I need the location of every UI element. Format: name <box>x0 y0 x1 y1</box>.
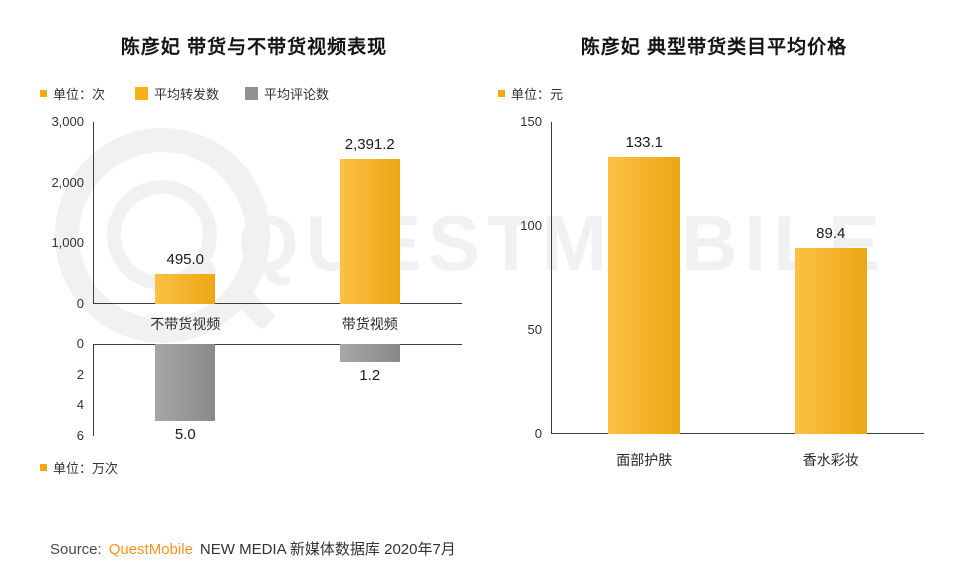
unit-text: 单位：万次 <box>53 461 119 476</box>
legend-item-shares: 平均转发数 <box>135 84 219 103</box>
bar <box>155 344 216 421</box>
category-labels-price: 面部护肤 香水彩妆 <box>551 450 924 470</box>
bar <box>155 274 216 304</box>
axis-tick-label: 50 <box>527 322 542 337</box>
unit-label-bottom: 单位：万次 <box>40 458 118 477</box>
bar <box>339 344 400 362</box>
category-label: 面部护肤 <box>616 452 673 468</box>
source-brand: QuestMobile <box>108 541 193 558</box>
legend: 平均转发数 平均评论数 <box>135 84 329 103</box>
x-axis-baseline <box>551 433 924 434</box>
legend-swatch-gray-icon <box>245 87 259 100</box>
axis-tick-label: 3,000 <box>51 114 84 129</box>
y-axis-line <box>93 344 94 436</box>
y-axis-line <box>551 122 552 434</box>
source-rest: NEW MEDIA 新媒体数据库 2020年7月 <box>199 541 456 558</box>
axis-tick-label: 150 <box>520 114 542 129</box>
source-label: Source: <box>50 541 102 558</box>
category-label: 带货视频 <box>341 316 398 332</box>
axis-tick-label: 2,000 <box>51 174 84 190</box>
bar <box>339 159 400 304</box>
x-axis-baseline <box>93 344 462 345</box>
chart-video-performance: 陈彦妃 带货与不带货视频表现 单位：次 平均转发数 平均评论数 3,000 2,0… <box>38 22 470 498</box>
unit-text: 单位：次 <box>53 87 106 102</box>
legend-label-shares: 平均转发数 <box>154 87 220 102</box>
unit-text: 单位：元 <box>511 87 564 102</box>
legend-label-comments: 平均评论数 <box>264 87 330 102</box>
unit-label-top: 单位：次 <box>40 84 105 103</box>
unit-bullet-icon <box>40 90 47 97</box>
bar-value-label: 495.0 <box>166 251 205 268</box>
chart-category-price: 陈彦妃 典型带货类目平均价格 单位：元 150 100 50 0 133.1 89.4 面… <box>496 22 932 498</box>
bar-value-label: 89.4 <box>816 225 846 242</box>
comments-bar-plot: 0 2 4 6 5.0 1.2 <box>38 336 470 443</box>
category-labels-video: 不带货视频 带货视频 <box>93 314 462 334</box>
axis-tick-label: 100 <box>520 218 542 233</box>
axis-tick-label: 0 <box>76 296 84 311</box>
bar-value-label: 1.2 <box>359 367 381 384</box>
chart-meta-row: 单位：次 平均转发数 平均评论数 <box>40 84 470 103</box>
axis-tick-label: 0 <box>534 426 542 441</box>
bar-value-label: 133.1 <box>625 134 664 151</box>
unit-bullet-icon <box>40 464 47 471</box>
bar <box>794 248 867 434</box>
bar-value-label: 5.0 <box>174 426 196 443</box>
x-axis-baseline <box>93 303 462 304</box>
unit-bullet-icon <box>498 90 505 97</box>
category-label: 香水彩妆 <box>802 452 859 468</box>
legend-swatch-yellow-icon <box>135 87 149 100</box>
y-axis-line <box>93 122 94 304</box>
shares-bar-plot: 3,000 2,000 1,000 0 495.0 2,391.2 <box>38 114 470 311</box>
axis-tick-label: 2 <box>76 366 84 382</box>
legend-item-comments: 平均评论数 <box>245 84 329 103</box>
axis-tick-label: 1,000 <box>51 235 84 251</box>
axis-tick-label: 4 <box>76 397 84 413</box>
unit-label: 单位：元 <box>498 84 563 103</box>
chart-title-video-performance: 陈彦妃 带货与不带货视频表现 <box>120 37 388 58</box>
price-bar-plot: 150 100 50 0 133.1 89.4 <box>496 114 932 441</box>
chart-title-category-price: 陈彦妃 典型带货类目平均价格 <box>580 37 848 58</box>
bar <box>608 157 681 434</box>
category-label: 不带货视频 <box>150 316 221 332</box>
axis-tick-label: 0 <box>76 336 84 351</box>
axis-tick-label: 6 <box>76 428 84 443</box>
bar-value-label: 2,391.2 <box>344 136 395 153</box>
source-line: Source: QuestMobile NEW MEDIA 新媒体数据库 202… <box>50 538 456 559</box>
chart-meta-row: 单位：元 <box>498 84 932 103</box>
